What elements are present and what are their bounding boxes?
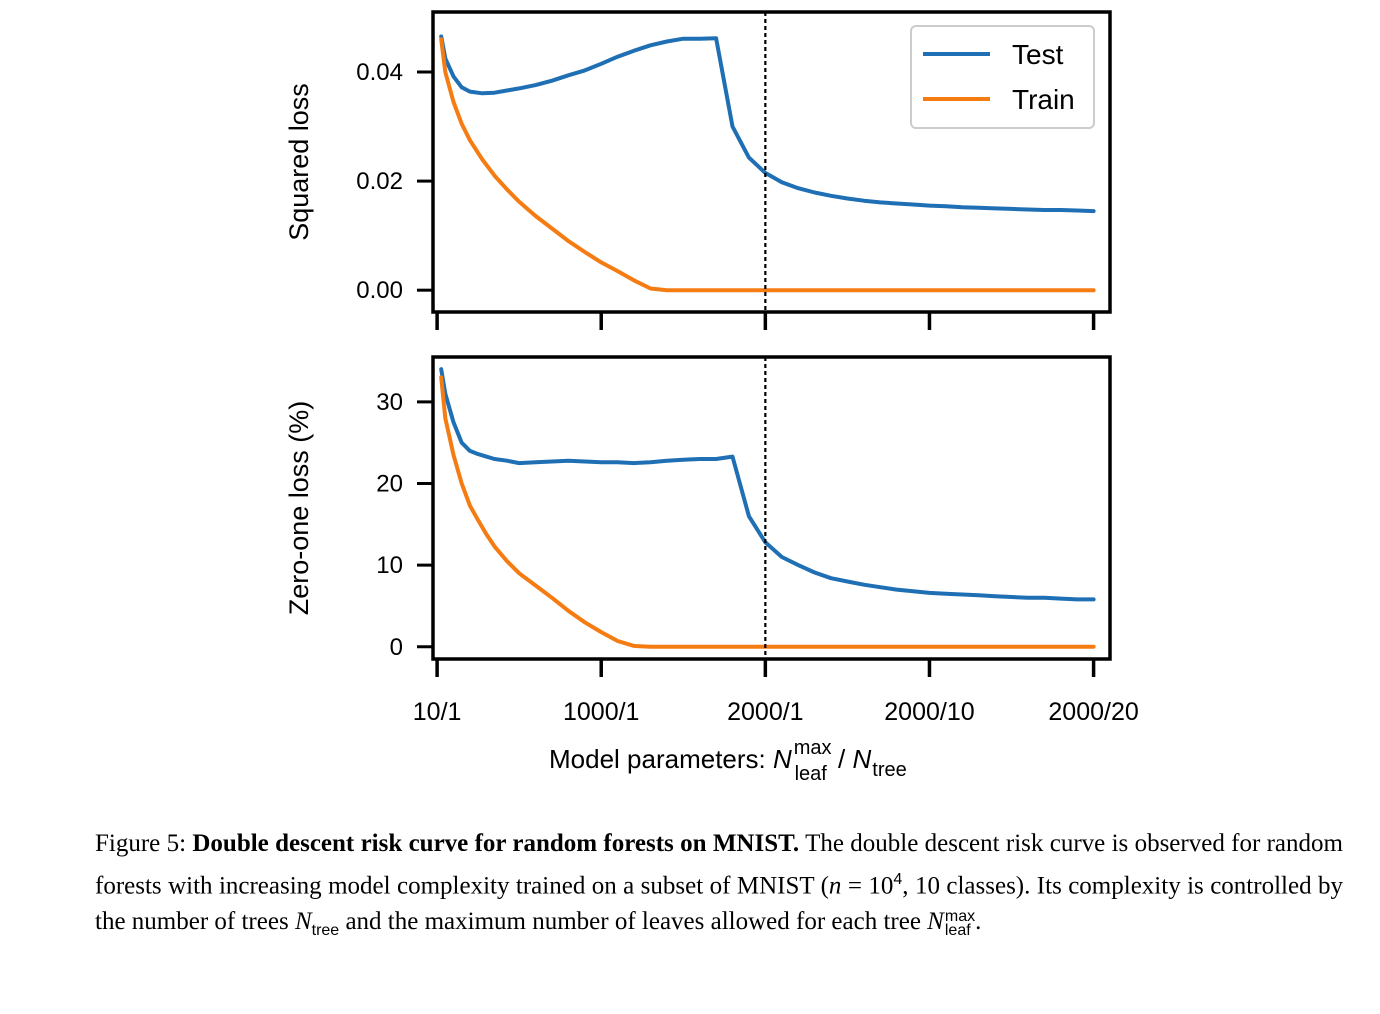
plot-frame-zero-one-loss	[431, 355, 1112, 661]
x-tick-label: 2000/1	[727, 698, 803, 726]
caption-text-1: The double descent risk curve is observe…	[95, 830, 1343, 900]
caption-n-leaf-sub: leaf	[944, 921, 971, 939]
figure: 0.00 0.02 0.04 Squared loss Test Train 0 10 20 30…	[284, 10, 1139, 785]
series-group-squared-loss	[439, 34, 1096, 293]
legend-box	[910, 25, 1095, 129]
x-tick-labels: 10/1 1000/1 2000/1 2000/10 2000/20	[413, 698, 1139, 726]
x-label-n-leaf: N	[773, 744, 792, 774]
series-line-test-squared-loss	[439, 34, 1096, 214]
y-tick-label-zero-one-loss: 20	[376, 471, 403, 498]
caption-n-tree: N	[294, 908, 312, 936]
series-group-zero-one-loss	[439, 367, 1096, 649]
x-label-n-tree-sub: tree	[872, 759, 906, 781]
y-tick-label-zero-one-loss: 10	[376, 552, 403, 579]
caption-text-3: and the maximum number of leaves allowed…	[339, 908, 928, 936]
y-tick-label-zero-one-loss: 0	[390, 634, 403, 661]
y-axis-label-squared-loss: Squared loss	[284, 83, 314, 241]
y-axis-label-zero-one-loss: Zero-one loss (%)	[284, 401, 314, 616]
x-tick-label: 10/1	[413, 698, 462, 726]
caption-n-leaf: N	[927, 908, 944, 936]
x-label-n-tree: N	[852, 744, 871, 774]
series-line-train-squared-loss	[439, 37, 1096, 293]
x-label-prefix: Model parameters:	[549, 744, 773, 774]
figure-caption: Figure 5: Double descent risk curve for …	[95, 826, 1343, 949]
caption-title: Double descent risk curve for random for…	[192, 830, 800, 857]
x-label-sep: /	[831, 744, 853, 774]
panel-squared-loss: 0.00 0.02 0.04 Squared loss Test Train	[284, 10, 1112, 330]
legend-label-test: Test	[1012, 39, 1064, 70]
x-label-n-leaf-sub: leaf	[795, 763, 828, 785]
caption-n-leaf-scripts: max leaf	[944, 907, 976, 939]
caption-math-eq: = 10	[841, 872, 894, 900]
plot-frame-squared-loss	[431, 10, 1112, 314]
legend: Test Train	[910, 25, 1095, 129]
panel-zero-one-loss: 0 10 20 30 Zero-one loss (%)	[284, 355, 1112, 677]
caption-text-2: , 10 classes). Its complexity is control…	[95, 872, 1343, 936]
caption-figure-label: Figure 5:	[95, 830, 187, 857]
x-tick-label: 2000/20	[1048, 698, 1138, 726]
series-line-test-zero-one-loss	[439, 367, 1096, 602]
legend-label-train: Train	[1012, 84, 1075, 115]
y-tick-label-squared-loss: 0.04	[356, 59, 403, 86]
caption-math-exp: 4	[893, 871, 903, 888]
caption-math-n: n	[828, 872, 842, 900]
caption-text-end: .	[975, 908, 982, 936]
x-label-n-leaf-sup: max	[794, 737, 832, 759]
caption-n-leaf-sup: max	[944, 907, 976, 925]
series-line-train-zero-one-loss	[439, 375, 1096, 649]
y-tick-label-squared-loss: 0.00	[356, 277, 403, 304]
x-tick-label: 2000/10	[884, 698, 974, 726]
y-tick-label-squared-loss: 0.02	[356, 168, 403, 195]
y-tick-label-zero-one-loss: 30	[376, 389, 403, 416]
x-tick-label: 1000/1	[563, 698, 639, 726]
caption-n-tree-sub: tree	[311, 922, 340, 940]
